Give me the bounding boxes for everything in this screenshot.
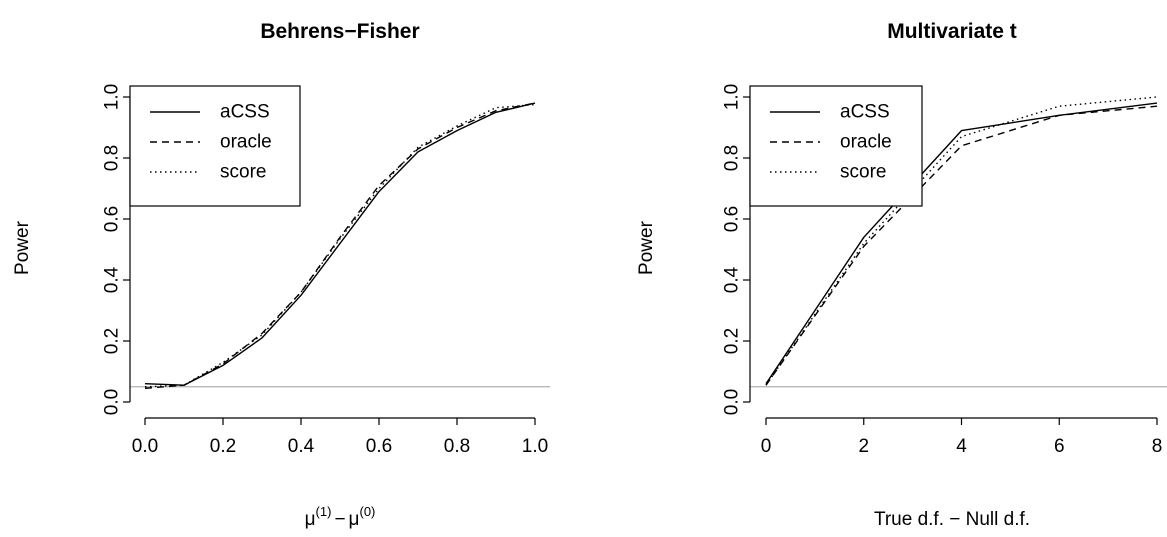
series-line-acss	[765, 102, 1158, 385]
x-tick-label: 8	[1152, 436, 1163, 457]
y-tick-label: 0.8	[722, 145, 743, 171]
y-tick-label: 0.8	[102, 145, 123, 171]
legend-label-score: score	[220, 162, 266, 183]
y-tick-label: 0.6	[722, 206, 743, 232]
y-axis-label: Power	[12, 220, 33, 275]
chart-panel-behrens-fisher: Behrens−Fisher Power μ(1) − μ(0) 0.00.20.4…	[12, 20, 550, 530]
x-axis-label-superscript-1: (1)	[316, 504, 332, 519]
legend-label-score: score	[840, 162, 886, 183]
x-tick-label: 6	[1054, 436, 1065, 457]
legend: aCSS oracle score	[129, 85, 301, 207]
legend: aCSS oracle score	[749, 85, 923, 207]
x-tick-label: 0.0	[132, 436, 158, 457]
series-line-oracle	[144, 102, 536, 389]
y-tick-label: 1.0	[722, 84, 743, 110]
x-tick-label: 0.6	[366, 436, 392, 457]
y-tick-label: 0.2	[722, 328, 743, 354]
y-axis-label: Power	[636, 220, 657, 275]
chart-title: Multivariate t	[887, 20, 1017, 43]
x-axis-label-minus: −	[334, 509, 345, 530]
series-line-score	[144, 103, 536, 388]
y-tick-label: 1.0	[102, 84, 123, 110]
chart-title: Behrens−Fisher	[260, 20, 419, 43]
y-tick-label: 0.4	[722, 266, 743, 293]
x-axis-label: μ(1) − μ(0)	[305, 504, 376, 530]
legend-label-oracle: oracle	[840, 132, 892, 153]
legend-label-acss: aCSS	[840, 102, 890, 123]
x-axis-label-superscript-0: (0)	[360, 504, 376, 519]
legend-label-acss: aCSS	[220, 102, 270, 123]
y-tick-label: 0.0	[722, 389, 743, 415]
x-tick-label: 1.0	[522, 436, 548, 457]
legend-box	[129, 85, 301, 207]
x-tick-label: 4	[956, 436, 967, 457]
x-axis-label-symbol-1: μ	[305, 509, 316, 530]
y-tick-label: 0.4	[102, 266, 123, 293]
x-axis-label-symbol-0: μ	[349, 509, 360, 530]
y-tick-label: 0.2	[102, 328, 123, 354]
x-tick-label: 0.8	[444, 436, 470, 457]
x-tick-label: 0.4	[288, 436, 315, 457]
x-tick-label: 0	[761, 436, 772, 457]
chart-panel-multivariate-t: Multivariate t Power True d.f. − Null d.…	[636, 20, 1167, 530]
x-tick-label: 0.2	[210, 436, 236, 457]
series-line-oracle	[765, 105, 1158, 386]
legend-box	[749, 85, 923, 207]
x-tick-label: 2	[858, 436, 869, 457]
x-axis-label: True d.f. − Null d.f.	[874, 509, 1030, 530]
y-tick-label: 0.6	[102, 206, 123, 232]
series-line-acss	[144, 102, 536, 386]
y-tick-label: 0.0	[102, 389, 123, 415]
legend-label-oracle: oracle	[220, 132, 272, 153]
